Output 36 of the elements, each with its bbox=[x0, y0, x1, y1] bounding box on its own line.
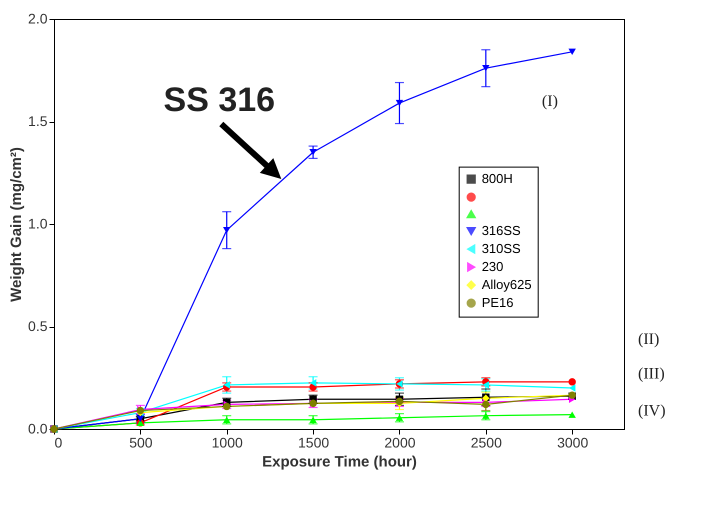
point bbox=[223, 226, 230, 234]
legend-label: 800H bbox=[482, 171, 513, 186]
annotation: (I) bbox=[542, 93, 558, 110]
annotation: SS 316 bbox=[164, 81, 276, 119]
point bbox=[482, 381, 490, 389]
point bbox=[482, 412, 490, 419]
y-axis-title: Weight Gain (mg/cm²) bbox=[8, 147, 26, 302]
point bbox=[482, 64, 490, 72]
x-tick-label: 2500 bbox=[470, 434, 502, 450]
legend-label: PE16 bbox=[482, 295, 514, 310]
point bbox=[310, 379, 316, 387]
point bbox=[568, 411, 576, 418]
point bbox=[568, 384, 576, 392]
point bbox=[568, 378, 576, 386]
text: (II) bbox=[638, 330, 660, 348]
point bbox=[568, 48, 576, 56]
y-tick-label: 1.0 bbox=[28, 216, 48, 232]
x-tick-label: 1000 bbox=[212, 434, 244, 450]
point bbox=[309, 149, 317, 156]
y-tick-label: 2.0 bbox=[28, 10, 48, 26]
text: (III) bbox=[638, 366, 665, 383]
x-tick-label: 3000 bbox=[557, 434, 588, 450]
legend-label: 230 bbox=[482, 259, 504, 274]
y-tick-label: 0.5 bbox=[28, 318, 48, 334]
legend-label: Alloy625 bbox=[482, 277, 532, 292]
x-axis-title: Exposure Time (hour) bbox=[262, 454, 417, 470]
text: (IV) bbox=[638, 402, 666, 420]
y-tick-label: 0.0 bbox=[28, 420, 48, 436]
legend-label: 310SS bbox=[482, 241, 522, 256]
x-tick-label: 2000 bbox=[384, 434, 416, 450]
x-tick-label: 1500 bbox=[298, 434, 330, 450]
x-tick-label: 0 bbox=[54, 434, 62, 450]
y-tick-label: 1.5 bbox=[28, 113, 48, 129]
x-tick-label: 500 bbox=[129, 434, 153, 450]
legend-label: 316SS bbox=[482, 223, 522, 238]
point bbox=[396, 100, 404, 106]
